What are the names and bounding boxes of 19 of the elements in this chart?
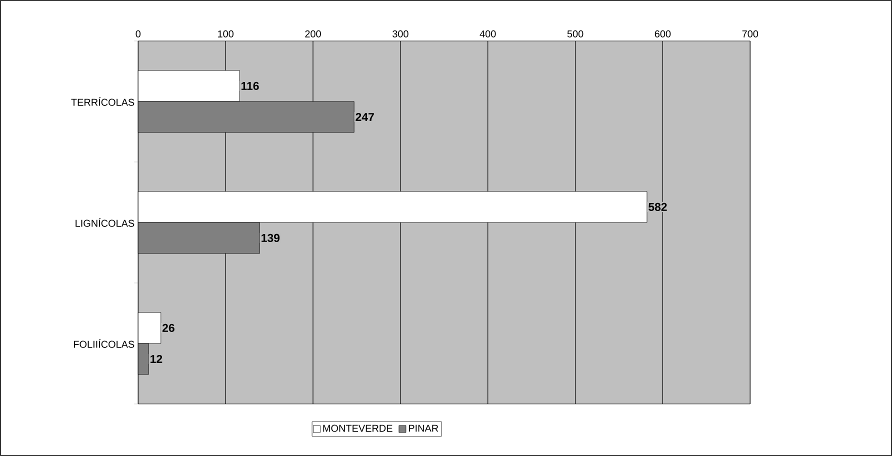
y-tick-label: FOLIIÍCOLAS xyxy=(74,339,134,348)
x-tick-label: 500 xyxy=(567,30,584,38)
x-tick-label: 200 xyxy=(305,30,321,38)
x-tick-label: 400 xyxy=(480,30,496,38)
x-tick-label: 100 xyxy=(218,30,234,38)
data-label: 116 xyxy=(241,82,259,90)
y-tick-label: LIGNÍCOLAS xyxy=(76,218,134,227)
y-tick-label: TERRÍCOLAS xyxy=(71,97,134,106)
data-label: 26 xyxy=(162,324,174,332)
x-tick-label: 0 xyxy=(136,30,141,38)
x-tick-label: 700 xyxy=(742,30,758,38)
data-label: 139 xyxy=(262,234,280,242)
legend-label: MONTEVERDE xyxy=(323,424,392,432)
data-label: 582 xyxy=(648,202,667,212)
x-tick-label: 600 xyxy=(654,30,671,38)
data-label: 12 xyxy=(150,354,162,363)
legend-label: PINAR xyxy=(408,424,438,432)
x-tick-label: 300 xyxy=(392,30,408,38)
data-label: 247 xyxy=(356,112,374,121)
